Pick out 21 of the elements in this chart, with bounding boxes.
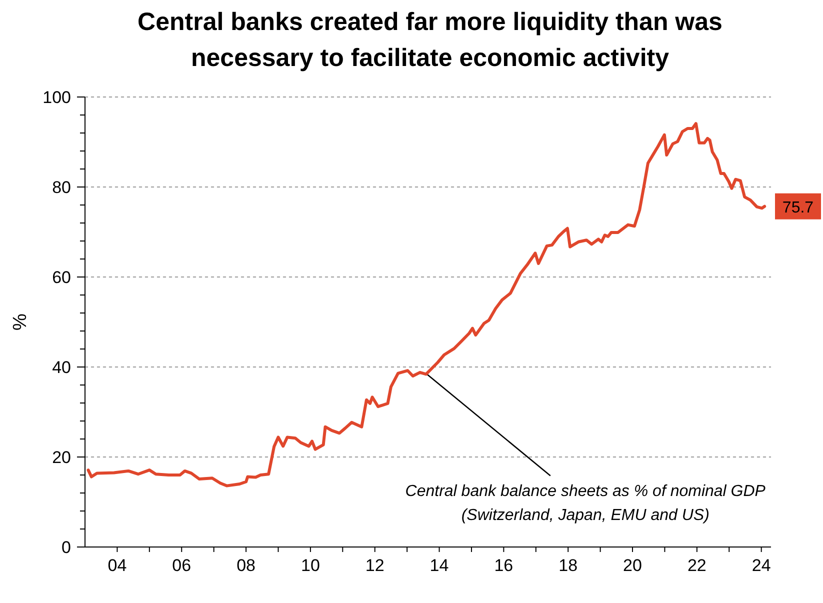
x-tick-label: 08 xyxy=(236,556,256,575)
x-tick-label: 18 xyxy=(558,556,578,575)
x-tick-label: 10 xyxy=(300,556,320,575)
data-label: 75.7 xyxy=(782,199,814,216)
y-tick-label: 60 xyxy=(52,268,71,287)
y-axis-title: % xyxy=(10,313,31,330)
x-tick-label: 12 xyxy=(365,556,384,575)
x-tick-label: 22 xyxy=(687,556,706,575)
y-tick-label: 100 xyxy=(42,88,71,107)
x-tick-label: 04 xyxy=(108,556,127,575)
x-tick-label: 16 xyxy=(494,556,514,575)
x-tick-label: 20 xyxy=(623,556,642,575)
chart-title: Central banks created far more liquidity than was necessary to facilitate economic activity xyxy=(138,8,722,72)
annotation: Central bank balance sheets as % of nominal GDP (Switzerland, Japan, EMU and US) xyxy=(405,482,766,524)
x-tick-label: 14 xyxy=(430,556,449,575)
x-tick-label: 24 xyxy=(752,556,771,575)
y-tick-label: 0 xyxy=(62,538,71,557)
y-tick-label: 20 xyxy=(52,448,71,467)
y-tick-label: 80 xyxy=(52,178,71,197)
y-tick-label: 40 xyxy=(52,358,71,377)
x-tick-label: 06 xyxy=(172,556,192,575)
